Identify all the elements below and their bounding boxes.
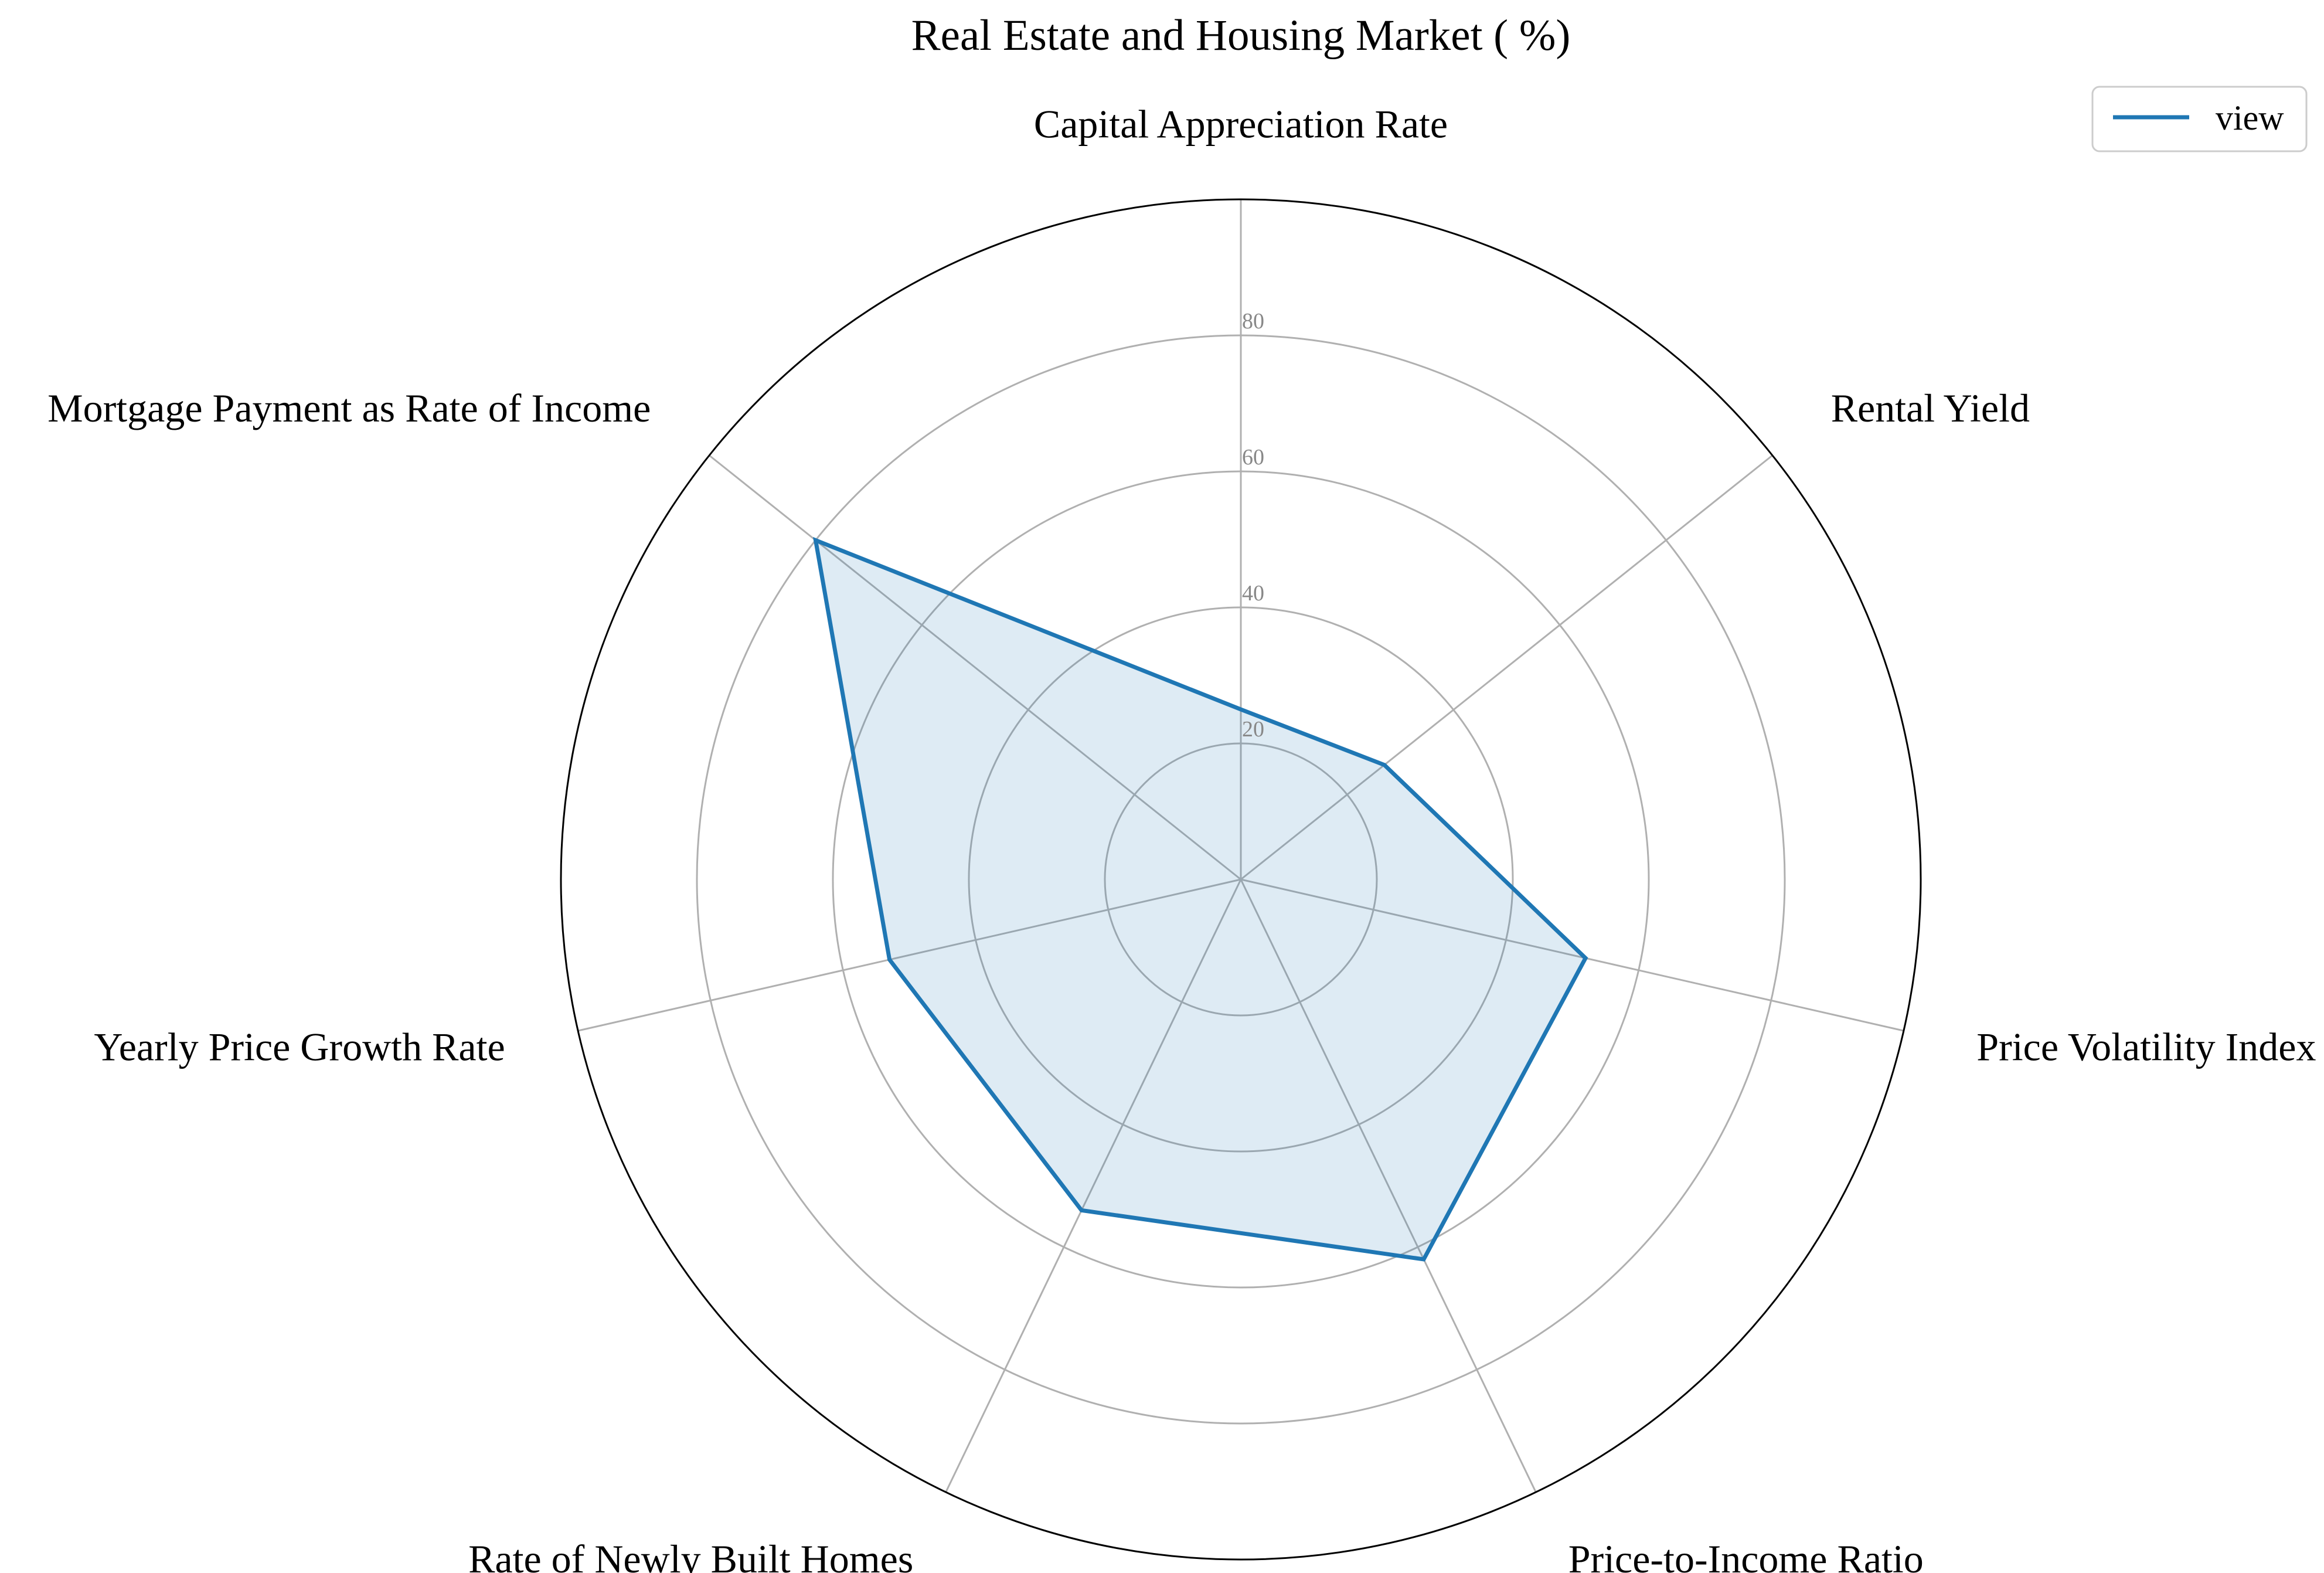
series-area-view <box>815 540 1586 1259</box>
category-label-layer: Capital Appreciation Rate Rental Yield Pri… <box>47 101 2316 1573</box>
radial-tick-label: 20 <box>1242 717 1264 742</box>
category-label: Rate of Newly Built Homes <box>468 1537 913 1573</box>
category-label: Mortgage Payment as Rate of Income <box>47 386 651 430</box>
series-line-view <box>812 536 1588 1262</box>
category-label: Yearly Price Growth Rate <box>94 1025 505 1069</box>
spoke-line <box>709 454 1241 881</box>
radial-tick-label: 40 <box>1242 581 1264 606</box>
legend-label-view: view <box>2216 98 2284 137</box>
series-layer <box>812 536 1588 1262</box>
chart-title: Real Estate and Housing Market ( %) <box>911 11 1571 60</box>
spoke-line <box>577 878 1241 1032</box>
radial-tick-layer: 20 40 60 80 <box>1242 309 1264 742</box>
radial-tick-label: 80 <box>1242 309 1264 334</box>
spoke-line <box>1240 878 1904 1032</box>
category-label: Price Volatility Index <box>1976 1025 2316 1069</box>
category-label: Capital Appreciation Rate <box>1034 101 1448 146</box>
spoke-line <box>1240 454 1773 881</box>
category-label: Rental Yield <box>1831 386 2030 430</box>
category-label: Price-to-Income Ratio <box>1568 1537 1924 1573</box>
legend-frame <box>2091 86 2308 152</box>
spoke-line <box>1240 879 1537 1493</box>
legend: view <box>2091 86 2308 152</box>
grid-layer <box>560 198 1922 1561</box>
radial-tick-label: 60 <box>1242 445 1264 470</box>
polar-frame <box>560 198 1922 1561</box>
spoke-line <box>945 879 1242 1493</box>
